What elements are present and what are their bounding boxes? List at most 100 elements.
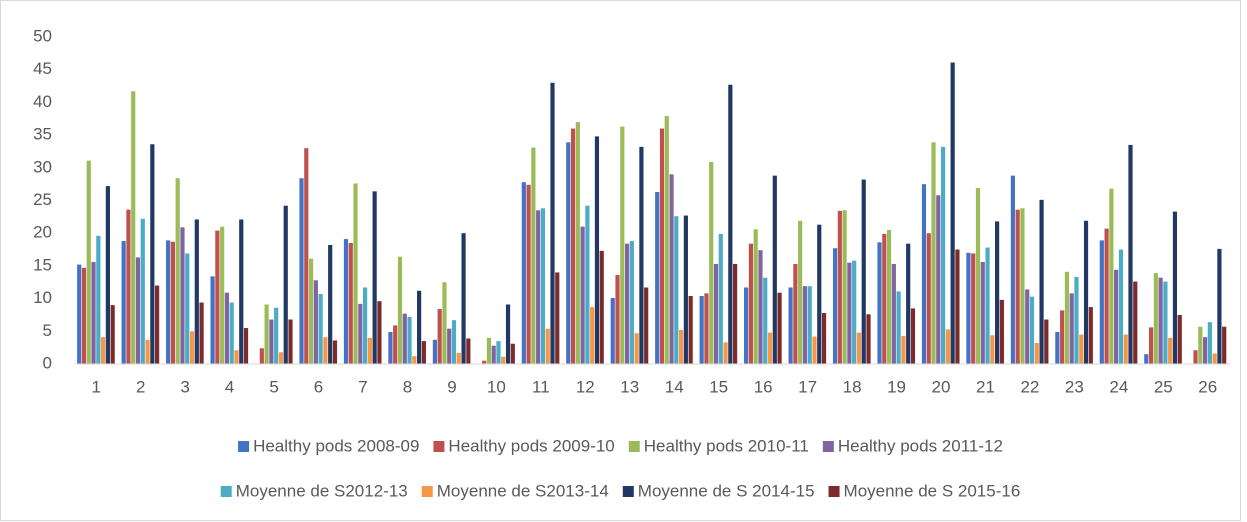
x-tick-label: 2 (136, 377, 145, 396)
bar (615, 275, 620, 364)
bar (1044, 319, 1049, 364)
bar (1029, 296, 1035, 364)
bar (999, 299, 1004, 364)
bar (886, 229, 892, 364)
bar (1153, 273, 1158, 364)
bar (1015, 209, 1020, 364)
bar (610, 297, 615, 364)
bar (866, 314, 871, 364)
x-tick-label: 16 (754, 377, 773, 396)
bar (1128, 144, 1133, 364)
bar (505, 304, 511, 364)
bar (683, 215, 688, 364)
bar (1099, 240, 1104, 364)
bar (1123, 334, 1128, 364)
bar (852, 260, 857, 364)
bar (1168, 337, 1173, 364)
bar (461, 233, 466, 364)
y-tick-label: 20 (33, 223, 52, 242)
bar (709, 161, 714, 364)
bar (837, 210, 842, 364)
bar (901, 335, 906, 364)
legend-label: Healthy pods 2008-09 (253, 436, 419, 455)
bar (580, 226, 585, 364)
bar (1020, 208, 1025, 364)
bar (629, 241, 634, 364)
bar (363, 287, 368, 364)
bar (155, 285, 160, 364)
bar (531, 147, 536, 364)
y-tick-label: 5 (43, 321, 52, 340)
bar (1109, 188, 1114, 364)
bar (1060, 310, 1065, 364)
bar (140, 218, 145, 364)
y-tick-label: 10 (33, 288, 52, 307)
bar (1198, 326, 1203, 364)
bar (199, 302, 204, 364)
bar (699, 295, 704, 364)
x-tick-label: 23 (1065, 377, 1084, 396)
legend-swatch (822, 441, 834, 452)
bar (501, 356, 506, 364)
bar (353, 183, 358, 364)
bar (921, 184, 927, 364)
legend-swatch (433, 441, 445, 452)
bar (526, 184, 531, 364)
bar (121, 241, 126, 364)
bar (1055, 331, 1060, 364)
bar (599, 250, 604, 364)
bar (1163, 281, 1168, 364)
x-tick-label: 22 (1020, 377, 1039, 396)
bar (274, 307, 279, 364)
bar (166, 240, 171, 364)
bar (679, 329, 684, 364)
bar (299, 178, 304, 364)
bar (1212, 353, 1217, 364)
bar (566, 142, 571, 364)
bar (570, 128, 576, 364)
bar (882, 233, 887, 364)
bar (718, 233, 723, 364)
bar (620, 126, 625, 365)
bar (536, 210, 541, 364)
bar (110, 305, 115, 364)
bar (1025, 289, 1030, 364)
bar (521, 182, 526, 364)
bar (343, 239, 349, 364)
bar (674, 216, 679, 364)
bar (348, 243, 353, 364)
bar (412, 356, 417, 364)
bar (856, 332, 862, 364)
bar (1202, 337, 1208, 364)
y-tick-label: 0 (43, 353, 52, 372)
bar (995, 221, 1000, 364)
bar (772, 175, 777, 364)
legend-label: Moyenne de S2012-13 (236, 481, 408, 500)
legend-swatch (238, 441, 250, 452)
bar (945, 329, 950, 364)
bar (456, 352, 461, 364)
bar (788, 287, 793, 364)
x-tick-label: 8 (403, 377, 412, 396)
x-tick-label: 15 (709, 377, 728, 396)
x-tick-label: 20 (932, 377, 951, 396)
bar (1114, 269, 1119, 364)
bar (81, 267, 87, 364)
bar (180, 227, 185, 364)
bar (877, 242, 882, 364)
x-tick-label: 1 (91, 377, 100, 396)
x-tick-label: 13 (620, 377, 639, 396)
bar (1193, 350, 1198, 364)
bar (955, 249, 960, 364)
bar (812, 336, 817, 364)
bar (388, 331, 393, 364)
bar (1079, 334, 1084, 364)
bar (96, 235, 101, 364)
bar (185, 253, 190, 364)
y-tick-label: 30 (33, 157, 52, 176)
bar (86, 160, 91, 364)
bar (229, 302, 234, 364)
bar (545, 328, 550, 364)
legend-label: Moyenne de S2013-14 (437, 481, 609, 500)
bar (264, 304, 269, 364)
